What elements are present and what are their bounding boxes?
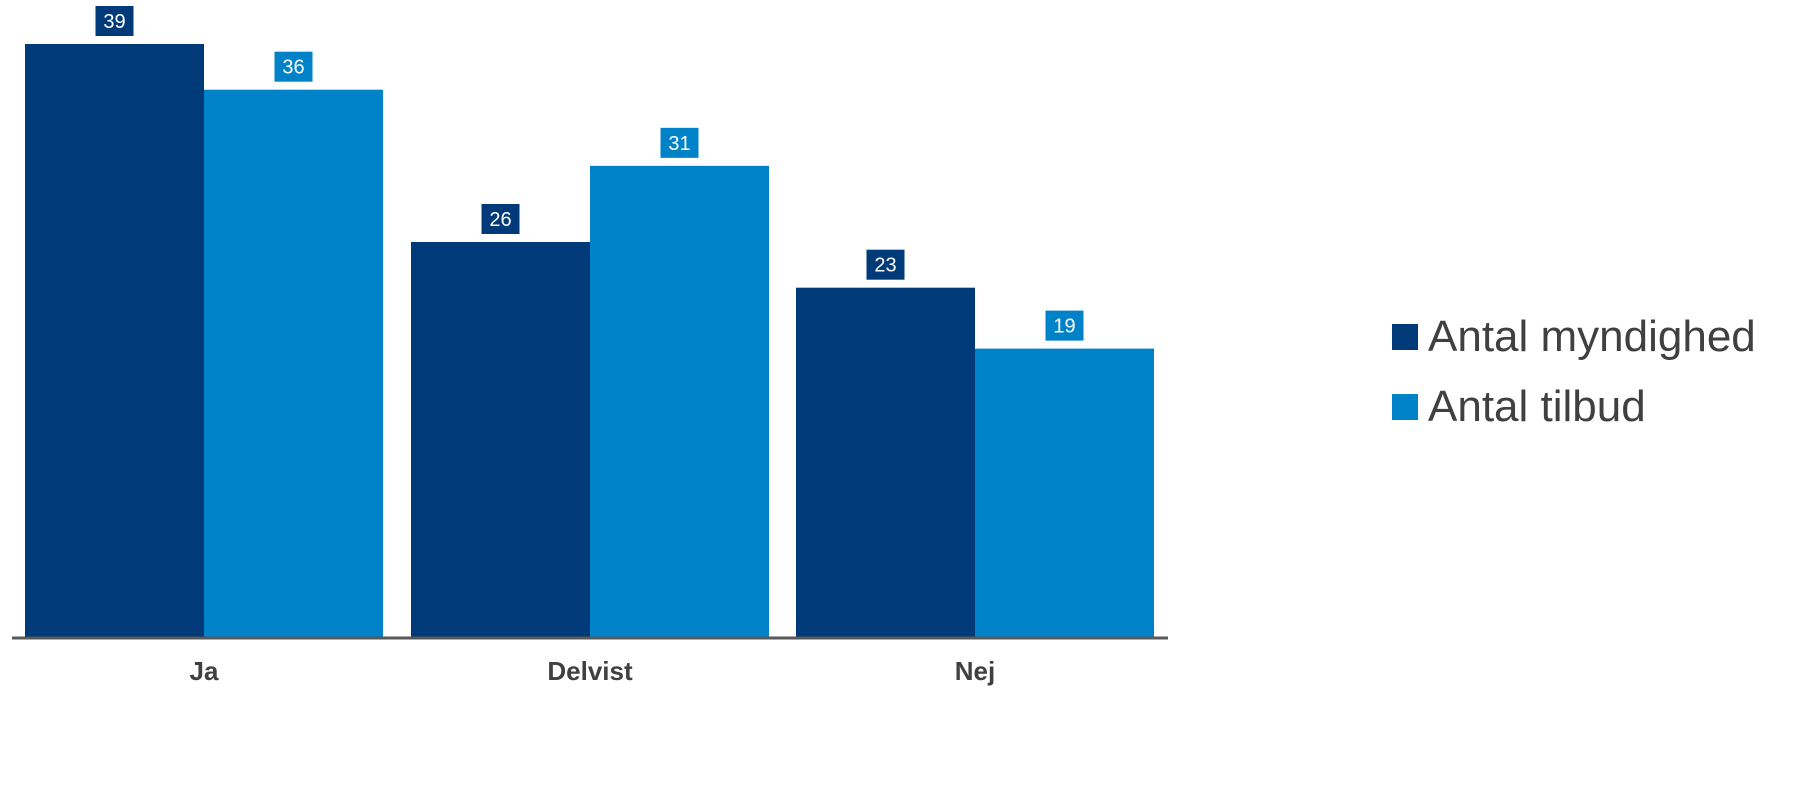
legend-label-series-1: Antal myndighed: [1428, 312, 1756, 361]
x-tick-labels-layer: Ja Delvist Nej: [190, 656, 996, 686]
x-tick-label-delvist: Delvist: [547, 656, 633, 686]
bar-delvist-series-2: [590, 165, 769, 638]
data-label-box-ja-series-2: [274, 51, 313, 82]
bar-ja-series-2: [204, 89, 383, 638]
data-label-nej-series-1: 23: [874, 255, 896, 277]
data-label-box-delvist-series-1: [481, 204, 520, 234]
legend-item-series-2: Antal tilbud: [1392, 372, 1756, 442]
data-label-ja-series-2: 36: [282, 57, 304, 79]
bar-nej-series-2: [975, 348, 1154, 638]
data-label-box-nej-series-2: [1045, 310, 1084, 341]
legend-swatch-series-2: [1392, 394, 1418, 420]
legend: Antal myndighed Antal tilbud: [1392, 302, 1756, 442]
bar-nej-series-1: [796, 287, 975, 638]
data-label-box-nej-series-1: [866, 249, 905, 280]
data-label-nej-series-2: 19: [1053, 316, 1075, 338]
bar-delvist-series-1: [411, 242, 590, 638]
bars-layer: [25, 44, 1154, 638]
x-tick-label-ja: Ja: [190, 656, 219, 686]
x-tick-label-nej: Nej: [955, 656, 995, 686]
legend-swatch-series-1: [1392, 324, 1418, 350]
data-label-delvist-series-1: 26: [489, 209, 511, 231]
data-labels-layer: 39 36 26 31 23 19: [95, 6, 1084, 341]
data-label-box-delvist-series-2: [660, 127, 699, 158]
bar-ja-series-1: [25, 44, 204, 638]
data-label-delvist-series-2: 31: [668, 133, 690, 155]
legend-label-series-2: Antal tilbud: [1428, 382, 1646, 431]
data-label-box-ja-series-1: [95, 6, 134, 36]
data-label-ja-series-1: 39: [103, 11, 125, 33]
legend-item-series-1: Antal myndighed: [1392, 302, 1756, 372]
